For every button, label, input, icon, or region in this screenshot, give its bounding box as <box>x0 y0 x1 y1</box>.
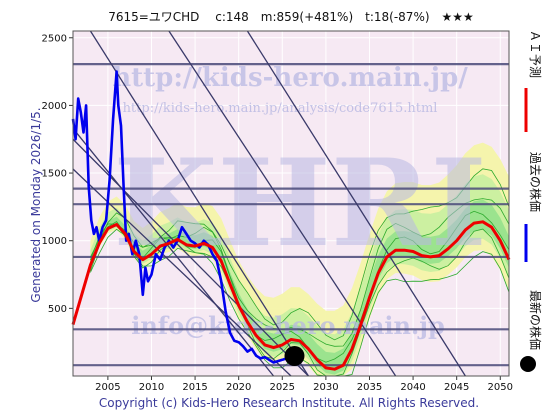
legend-ai-label: ＡＩ予測 <box>528 30 542 78</box>
x-tick-label: 2010 <box>139 382 164 393</box>
trend-line <box>89 30 309 377</box>
legend-latest-label: 最新の株価 <box>528 290 543 350</box>
forecast-band-mid <box>90 174 510 376</box>
x-tick-label: 2035 <box>357 382 382 393</box>
legend-past-label: 過去の株価 <box>528 152 543 212</box>
plot-frame <box>72 30 510 377</box>
y-tick-label: 1500 <box>42 169 67 180</box>
x-tick-label: 2015 <box>182 382 207 393</box>
x-tick-label: 2005 <box>95 382 120 393</box>
x-tick-label: 2050 <box>488 382 513 393</box>
trend-line <box>168 30 397 377</box>
y-tick-label: 1000 <box>42 236 67 247</box>
chart-title: 7615=ユワCHD c:148 m:859(+481%) t:18(-87%)… <box>108 10 474 24</box>
forecast-band-outer <box>90 142 510 376</box>
trend-line <box>72 138 309 377</box>
copyright-text: Copyright (c) Kids-Hero Research Institu… <box>99 396 479 410</box>
trend-line <box>72 168 292 377</box>
watermark-email: info@kids-hero.main.jp <box>131 311 445 340</box>
latest-price-marker <box>284 345 305 366</box>
watermark-url: http://kids-hero.main.jp/ <box>112 63 468 93</box>
watermark-url-analysis: http://kids-hero.main.jp/analysis/code76… <box>123 101 438 116</box>
generated-label: Generated on Monday 2026/1/5. <box>29 107 43 302</box>
trend-line <box>72 128 275 377</box>
x-tick-label: 2020 <box>226 382 251 393</box>
scenario-line <box>90 168 510 341</box>
x-tick-label: 2045 <box>444 382 469 393</box>
past-price-line <box>71 70 292 364</box>
y-tick-label: 2000 <box>42 101 67 112</box>
x-tick-label: 2030 <box>313 382 338 393</box>
scenario-line <box>90 220 510 377</box>
x-tick-label: 2025 <box>270 382 295 393</box>
trend-lines <box>72 30 466 377</box>
y-tick-label: 500 <box>48 304 67 315</box>
legend-latest-marker <box>520 356 536 372</box>
series <box>71 70 511 371</box>
trend-line <box>246 30 466 377</box>
x-tick-label: 2040 <box>400 382 425 393</box>
ticks: 2005 2010 2015 2020 2025 2030 2035 2040 2045 2050… <box>42 33 513 393</box>
y-tick-label: 2500 <box>42 33 67 44</box>
legend: ＡＩ予測 過去の株価 最新の株価 <box>520 30 543 372</box>
ai-forecast-line <box>71 220 511 371</box>
